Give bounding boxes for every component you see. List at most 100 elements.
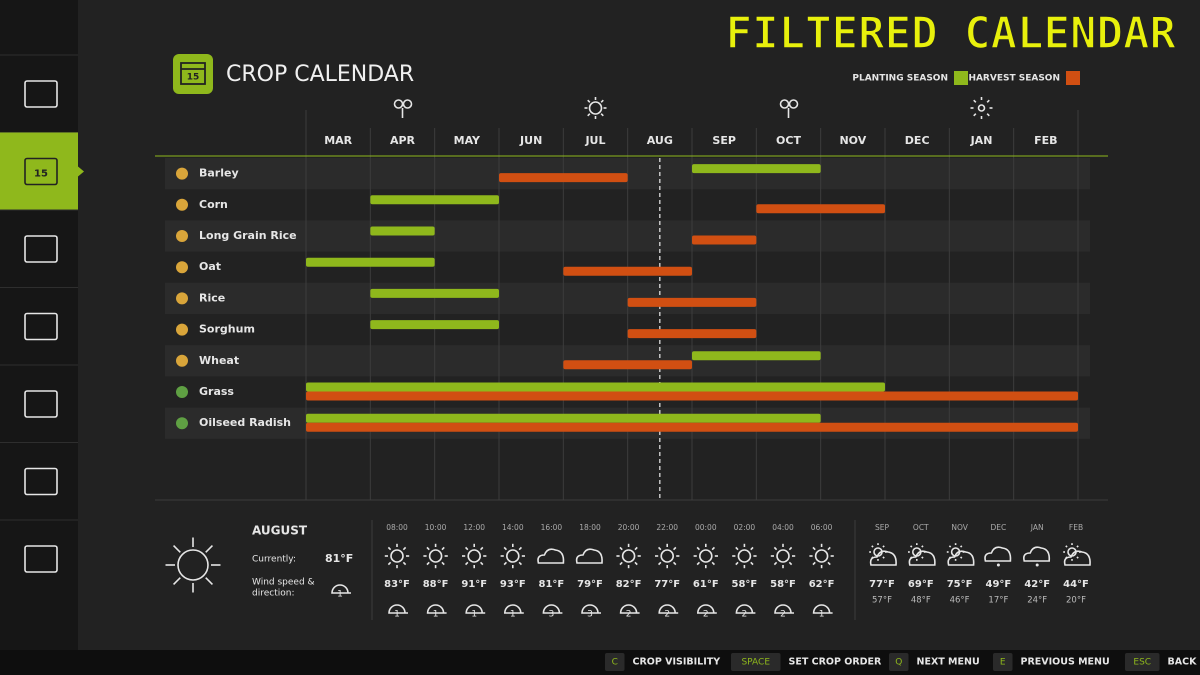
hour-time: 10:00 bbox=[425, 523, 447, 532]
wind-icon bbox=[503, 604, 524, 614]
month-label: OCT bbox=[776, 134, 801, 147]
icon-part bbox=[402, 99, 413, 109]
icon-part bbox=[1063, 550, 1091, 566]
icon-part bbox=[827, 546, 831, 551]
key-action[interactable]: NEXT MENU bbox=[917, 657, 980, 668]
icon-part bbox=[465, 561, 469, 566]
crop-name: Oilseed Radish bbox=[199, 416, 291, 429]
hour-time: 20:00 bbox=[618, 523, 640, 532]
key-action[interactable]: CROP VISIBILITY bbox=[633, 657, 721, 668]
key-box[interactable] bbox=[1125, 653, 1160, 671]
hour-time: 04:00 bbox=[772, 523, 794, 532]
icon-part bbox=[479, 561, 484, 566]
icon-part bbox=[575, 548, 603, 564]
hour-temp: 61°F bbox=[693, 579, 719, 590]
menu-item[interactable] bbox=[0, 365, 78, 443]
icon-part bbox=[779, 99, 790, 109]
icon-part bbox=[588, 101, 603, 115]
icon-part bbox=[910, 545, 913, 548]
icon-part bbox=[869, 550, 897, 566]
planting-bar bbox=[692, 164, 821, 174]
icon-part bbox=[812, 546, 816, 551]
crop-name: Rice bbox=[199, 291, 225, 304]
icon-part bbox=[467, 549, 482, 563]
icon-part bbox=[882, 545, 885, 548]
hour-time: 06:00 bbox=[811, 523, 833, 532]
menu-icon bbox=[24, 467, 58, 496]
hour-forecast: 02:00 58°F 2 bbox=[732, 523, 758, 620]
planting-bar bbox=[692, 351, 821, 361]
crop-name: Wheat bbox=[199, 354, 239, 367]
icon-part bbox=[426, 546, 430, 551]
crop-name: Oat bbox=[199, 260, 221, 273]
key-action[interactable]: BACK bbox=[1168, 657, 1198, 668]
menu-item[interactable] bbox=[0, 210, 78, 288]
crop-name: Corn bbox=[199, 198, 228, 211]
legend-planting: PLANTING SEASON bbox=[852, 74, 948, 84]
key: SPACE bbox=[741, 658, 770, 668]
menu-item[interactable] bbox=[0, 520, 78, 598]
wind-value: 1 bbox=[394, 610, 400, 620]
key: ESC bbox=[1133, 658, 1151, 668]
icon-part bbox=[441, 561, 445, 566]
menu-item[interactable] bbox=[0, 443, 78, 521]
menu-icon bbox=[24, 235, 58, 263]
harvest-bar bbox=[627, 329, 757, 339]
key-action[interactable]: PREVIOUS MENU bbox=[1021, 657, 1110, 668]
icon-part bbox=[465, 546, 469, 551]
icon-part bbox=[984, 546, 1012, 562]
header-icon-label: 15 bbox=[187, 73, 200, 83]
hour-forecast: 14:00 93°F 1 bbox=[500, 523, 526, 620]
day-low: 57°F bbox=[872, 596, 892, 606]
menu-item[interactable] bbox=[0, 288, 78, 366]
planting-bar bbox=[306, 413, 821, 423]
menu-icon bbox=[24, 390, 58, 418]
weather-month: AUGUST bbox=[252, 524, 308, 538]
hour-time: 14:00 bbox=[502, 523, 524, 532]
wind-value: 1 bbox=[819, 610, 825, 620]
legend-harvest: HARVEST SEASON bbox=[968, 74, 1060, 84]
icon-part bbox=[172, 577, 181, 586]
title: CROP CALENDAR bbox=[226, 62, 414, 87]
icon-part bbox=[518, 561, 522, 566]
key-box[interactable] bbox=[605, 653, 625, 671]
icon-part bbox=[711, 546, 715, 551]
menu-item[interactable] bbox=[0, 55, 78, 133]
icon-part bbox=[428, 549, 443, 563]
icon-part bbox=[402, 546, 407, 551]
key-box[interactable] bbox=[731, 653, 781, 671]
icon-part bbox=[696, 546, 701, 551]
icon-part bbox=[996, 563, 1000, 567]
sidebar bbox=[0, 0, 78, 650]
key-box[interactable] bbox=[889, 653, 909, 671]
planting-bar bbox=[370, 288, 499, 298]
icon-part bbox=[1076, 545, 1079, 548]
harvest-bar bbox=[499, 173, 628, 183]
icon-part bbox=[812, 561, 816, 566]
icon-part bbox=[1023, 546, 1051, 562]
icon-part bbox=[882, 556, 885, 559]
key-action[interactable]: SET CROP ORDER bbox=[789, 657, 883, 668]
day-low: 24°F bbox=[1027, 596, 1047, 606]
icon-part bbox=[921, 545, 924, 548]
month-label: APR bbox=[390, 134, 416, 147]
season-icon bbox=[779, 99, 799, 118]
icon-part bbox=[698, 549, 713, 563]
icon-part bbox=[658, 546, 662, 551]
icon-part bbox=[393, 99, 404, 109]
planting-bar bbox=[306, 382, 885, 392]
icon-part bbox=[908, 550, 936, 566]
icon-part bbox=[750, 561, 754, 566]
day-name: NOV bbox=[951, 523, 968, 532]
menu-item-active[interactable] bbox=[0, 132, 78, 211]
icon-part bbox=[814, 549, 829, 563]
icon-part bbox=[621, 549, 636, 563]
crop-icon bbox=[176, 323, 188, 336]
key: E bbox=[1000, 658, 1006, 668]
key-box[interactable] bbox=[993, 653, 1013, 671]
crop-name: Long Grain Rice bbox=[199, 229, 297, 242]
crop-icon bbox=[176, 292, 188, 305]
icon-part bbox=[426, 561, 430, 566]
hour-temp: 81°F bbox=[539, 579, 565, 590]
